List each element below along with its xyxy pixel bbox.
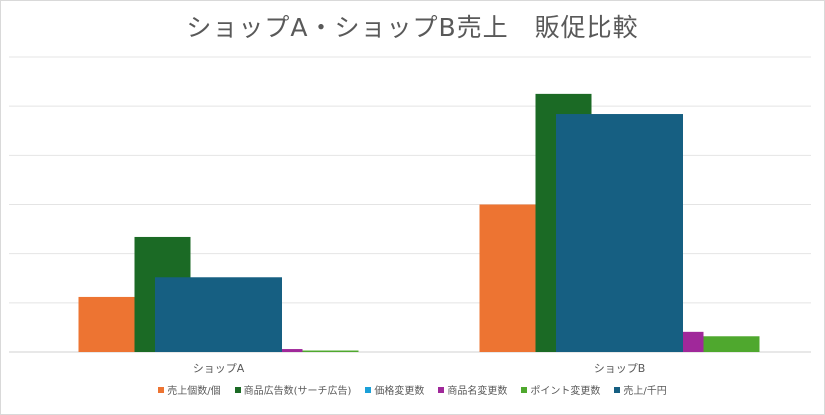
legend-swatch <box>438 386 445 393</box>
category-label: ショップB <box>594 362 646 375</box>
legend-swatch <box>234 386 241 393</box>
legend-item: 商品名変更数 <box>438 382 507 397</box>
legend-label: 商品広告数(サーチ広告) <box>243 386 352 397</box>
legend-swatch <box>365 386 372 393</box>
bar-1-4 <box>703 336 760 352</box>
category-label: ショップA <box>193 362 245 375</box>
legend-item: 価格変更数 <box>365 382 424 397</box>
bar-0-0 <box>78 296 135 352</box>
legend-label: 売上/千円 <box>623 386 667 397</box>
legend-item: 売上/千円 <box>614 382 667 397</box>
legend-label: 商品名変更数 <box>447 386 508 397</box>
legend-label: ポイント変更数 <box>530 386 601 397</box>
legend-item: 商品広告数(サーチ広告) <box>234 382 352 397</box>
legend-swatch <box>158 386 165 393</box>
legend-swatch <box>614 386 621 393</box>
legend-label: 価格変更数 <box>374 386 425 397</box>
legend-swatch <box>521 386 528 393</box>
bar-secondary-0 <box>155 277 282 352</box>
legend-item: 売上個数/個 <box>158 382 221 397</box>
legend-label: 売上個数/個 <box>167 386 221 397</box>
bar-1-0 <box>479 204 536 352</box>
legend: 売上個数/個 商品広告数(サーチ広告) 価格変更数 商品名変更数 ポイント変更数 売上/千… <box>1 382 824 397</box>
legend-item: ポイント変更数 <box>521 382 600 397</box>
chart-title: ショップA・ショップB売上 販促比較 <box>186 13 639 42</box>
bar-secondary-1 <box>556 114 683 353</box>
bar-0-4 <box>302 350 359 352</box>
